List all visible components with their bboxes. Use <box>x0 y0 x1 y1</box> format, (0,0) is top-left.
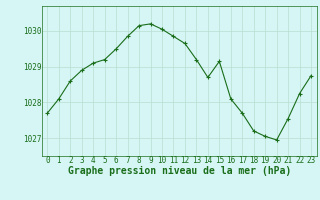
X-axis label: Graphe pression niveau de la mer (hPa): Graphe pression niveau de la mer (hPa) <box>68 166 291 176</box>
